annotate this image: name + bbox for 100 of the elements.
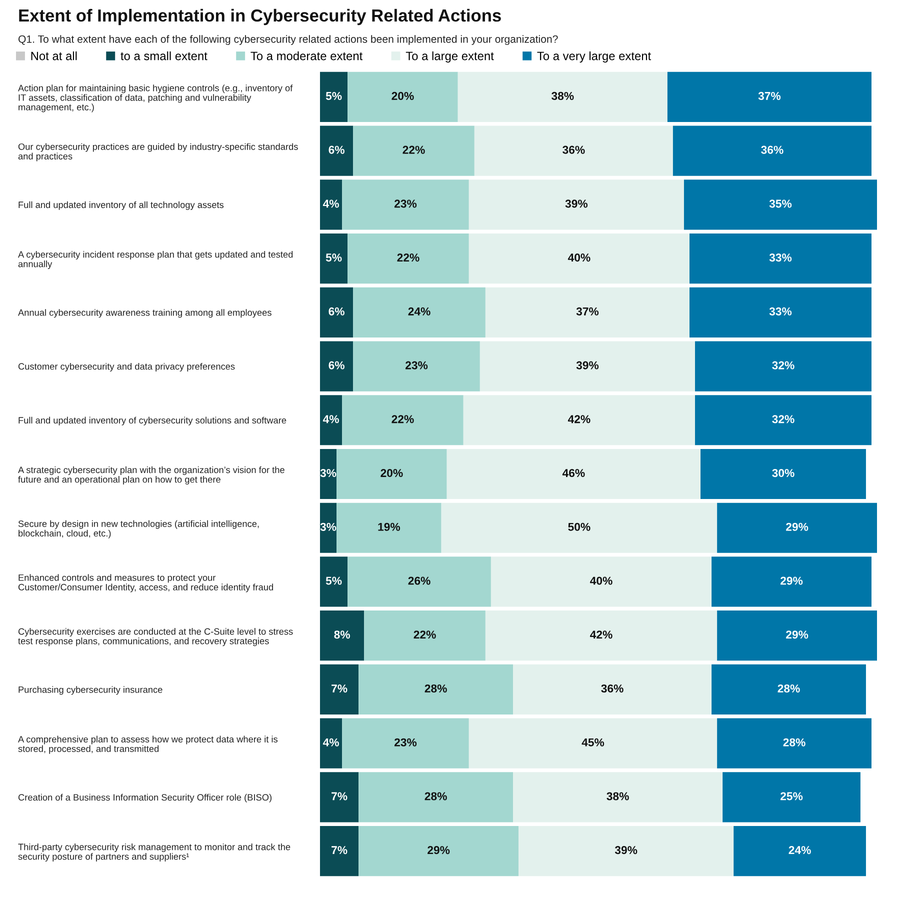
bar (695, 395, 872, 446)
bar (320, 448, 337, 500)
data-label: 29% (780, 576, 803, 585)
bar (490, 556, 712, 607)
data-label: 3% (320, 468, 336, 478)
data-label: 23% (406, 361, 428, 370)
bar (513, 772, 723, 822)
y-tick-label: Third-party cybersecurity risk management to monitor and track the security posture of partners and suppliers¹ (18, 843, 290, 862)
bar (353, 287, 486, 338)
bar (353, 126, 474, 176)
bar (320, 610, 364, 661)
data-label: 25% (780, 792, 803, 800)
bar (358, 826, 519, 876)
bar (342, 718, 469, 768)
bar (320, 233, 348, 284)
legend-label: To a moderate extent (250, 51, 363, 60)
y-tick-label: Full and updated inventory of all technology assets (18, 201, 224, 210)
bar (348, 233, 469, 284)
legend-label: To a large extent (406, 51, 494, 63)
data-label: 33% (769, 307, 792, 316)
data-label: 36% (601, 684, 624, 693)
data-label: 5% (326, 576, 342, 585)
bar (717, 610, 877, 661)
data-label: 28% (424, 684, 447, 693)
data-label: 29% (786, 630, 808, 639)
y-tick-label: A cybersecurity incident response plan that gets updated and tested annually (18, 250, 293, 270)
y-tick-label: Our cybersecurity practices are guided by industry-specific standards and practices (18, 143, 298, 162)
data-label: 26% (408, 576, 430, 585)
bar (320, 826, 359, 876)
bar (485, 287, 690, 338)
data-label: 6% (328, 361, 344, 370)
data-label: 4% (322, 200, 339, 208)
y-tick-label: A comprehensive plan to assess how we protect data where it is stored, processed, and transmitted (18, 736, 278, 754)
data-label: 3% (320, 522, 336, 531)
bar (320, 556, 348, 607)
data-label: 30% (772, 468, 794, 478)
bar (689, 233, 872, 284)
data-label: 32% (772, 361, 794, 370)
data-label: 7% (332, 846, 348, 854)
bar (518, 826, 734, 876)
bar (320, 72, 348, 122)
bar (320, 341, 354, 392)
y-tick-label: Purchasing cybersecurity insurance (18, 686, 162, 695)
data-label: 23% (394, 738, 417, 746)
data-label: 24% (408, 307, 430, 316)
data-label: 22% (402, 146, 425, 154)
bar (320, 502, 337, 553)
data-label: 33% (769, 254, 792, 262)
data-label: 4% (322, 415, 339, 424)
y-tick-label: Action plan for maintaining basic hygiene controls (e.g., inventory of IT assets, classification of data, patching and vulnerability management, etc.) (18, 84, 293, 112)
bar (734, 826, 866, 876)
chart-title: Extent of Implementation in Cybersecurity Related Actions (19, 8, 501, 26)
y-tick-label: Full and updated inventory of cybersecurity solutions and software (18, 416, 286, 426)
y-tick-label: Creation of a Business Information Security Officer role (BISO) (18, 794, 272, 802)
bar (468, 180, 684, 230)
data-label: 35% (769, 200, 792, 208)
data-label: 22% (397, 254, 420, 262)
data-label: 7% (332, 684, 348, 692)
bar (672, 126, 872, 176)
y-tick-label: Customer cybersecurity and data privacy preferences (18, 362, 235, 372)
bar (684, 180, 877, 230)
bar (342, 180, 469, 230)
bar (700, 448, 866, 500)
bar (358, 664, 514, 715)
data-label: 8% (334, 630, 350, 639)
y-tick-label: Secure by design in new technologies (artificial intelligence, blockchain, cloud, etc.) (18, 520, 259, 538)
legend-label: To a very large extent (537, 51, 652, 63)
data-label: 28% (783, 738, 806, 746)
data-label: 38% (606, 792, 629, 800)
bar (348, 556, 491, 607)
data-label: 39% (565, 200, 588, 208)
data-label: 29% (786, 522, 808, 531)
data-label: 42% (590, 630, 612, 639)
bar (364, 610, 486, 661)
bar (485, 610, 718, 661)
data-label: 5% (326, 92, 342, 100)
bar (513, 664, 712, 715)
data-label: 20% (392, 92, 414, 100)
data-label: 45% (582, 738, 604, 746)
data-label: 20% (380, 468, 403, 478)
bar (712, 556, 872, 607)
bar (320, 287, 354, 338)
data-label: 24% (788, 846, 811, 854)
data-label: 19% (378, 522, 400, 531)
data-label: 6% (328, 307, 344, 316)
bar (722, 772, 860, 822)
data-label: 22% (414, 630, 436, 639)
bar (320, 664, 359, 715)
bar (468, 233, 690, 284)
bar (441, 502, 718, 553)
bar (353, 341, 480, 392)
bar (320, 395, 342, 446)
bar (348, 72, 458, 122)
bar (474, 126, 673, 176)
data-label: 36% (562, 146, 585, 154)
y-tick-label: A strategic cybersecurity plan with the organization’s vision for the future and an operational plan on how to get there (18, 466, 284, 484)
bar (358, 772, 514, 822)
bar (689, 287, 872, 338)
data-label: 32% (772, 415, 794, 424)
bar (320, 718, 342, 768)
